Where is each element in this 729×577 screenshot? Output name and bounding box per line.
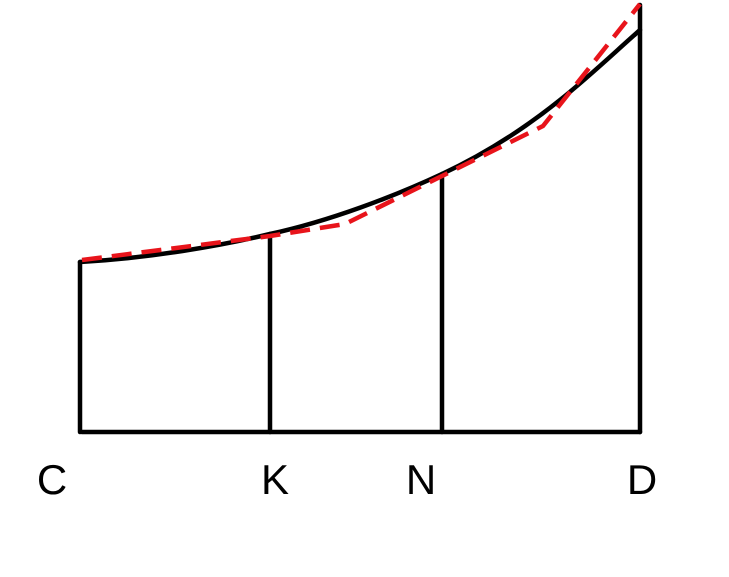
label-n: N [406, 456, 436, 503]
solid-curve [77, 27, 643, 265]
label-d: D [627, 456, 657, 503]
dashed-approximation-curve [81, 2, 642, 263]
label-c: C [37, 456, 67, 503]
label-k: K [261, 456, 289, 503]
